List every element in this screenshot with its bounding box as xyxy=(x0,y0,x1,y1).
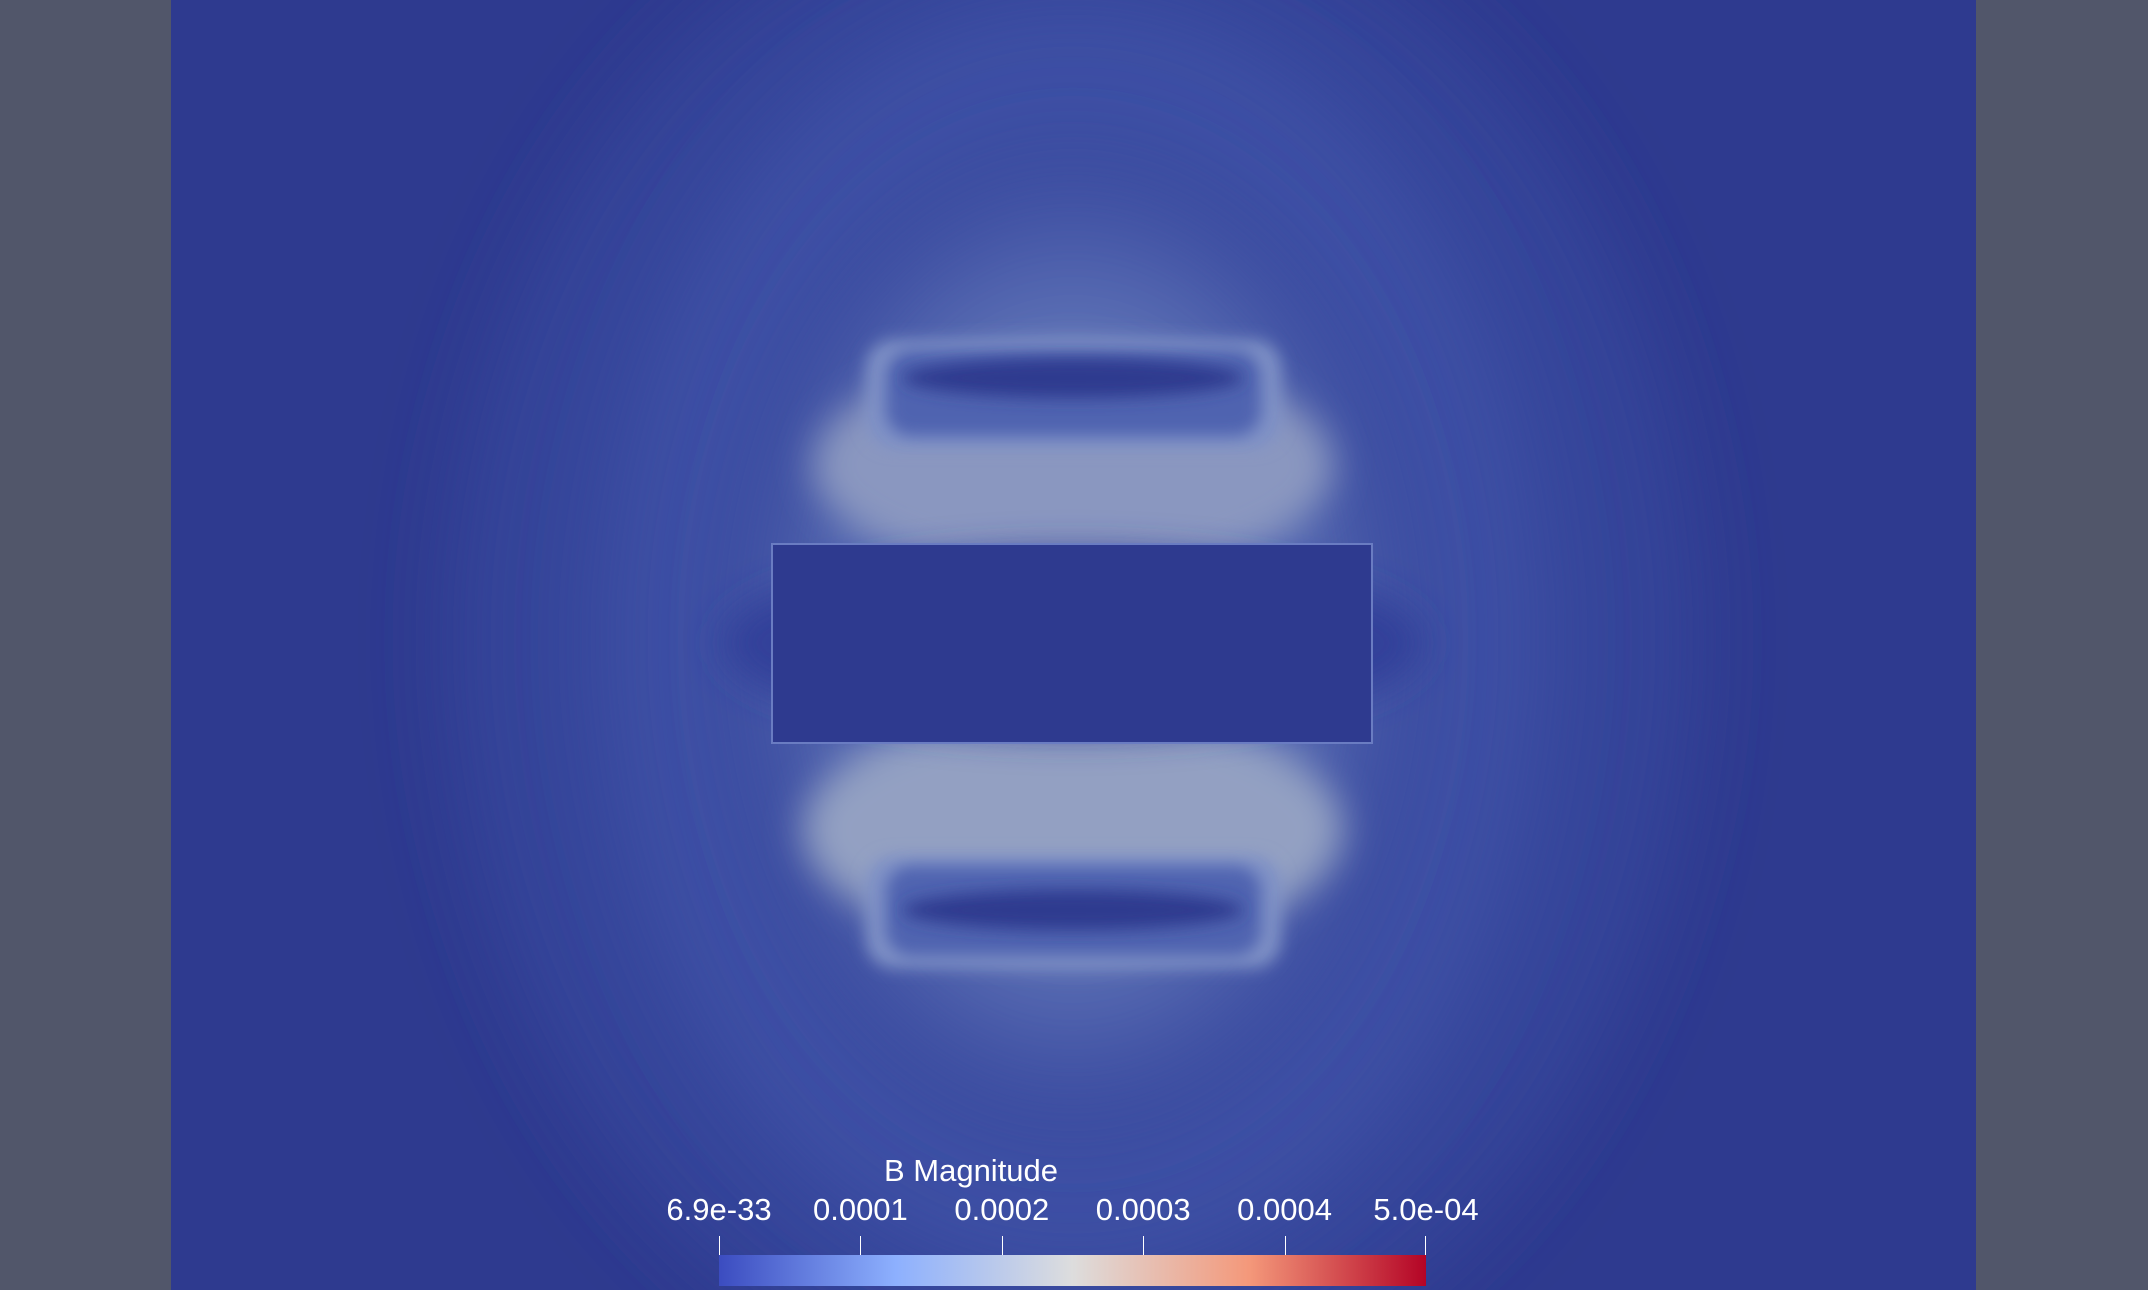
colorbar-tick-label: 5.0e-04 xyxy=(1373,1192,1479,1227)
colorbar-tick-mark xyxy=(1143,1236,1145,1256)
colorbar-tick-mark xyxy=(1425,1236,1426,1256)
colorbar-tick-mark xyxy=(1001,1236,1003,1256)
colorbar-title: B Magnitude xyxy=(883,1153,1059,1188)
field-heatmap xyxy=(171,0,1976,1290)
colorbar-tick-mark xyxy=(719,1236,720,1256)
magnet-block xyxy=(771,543,1373,744)
colorbar-tick-mark xyxy=(860,1236,862,1256)
colorbar-tick-label: 6.9e-33 xyxy=(666,1192,772,1227)
colorbar-tick-label: 0.0003 xyxy=(1095,1192,1191,1227)
field-plot[interactable] xyxy=(171,0,1976,1290)
colorbar-tick-mark xyxy=(1284,1236,1286,1256)
colorbar-tick-label: 0.0001 xyxy=(812,1192,908,1227)
upper-slab-core xyxy=(903,358,1243,398)
colorbar-tick-label: 0.0002 xyxy=(954,1192,1050,1227)
colorbar-gradient xyxy=(719,1255,1426,1286)
colorbar xyxy=(719,1255,1426,1286)
colorbar-tick-label: 0.0004 xyxy=(1237,1192,1333,1227)
lower-slab-core xyxy=(903,890,1243,930)
